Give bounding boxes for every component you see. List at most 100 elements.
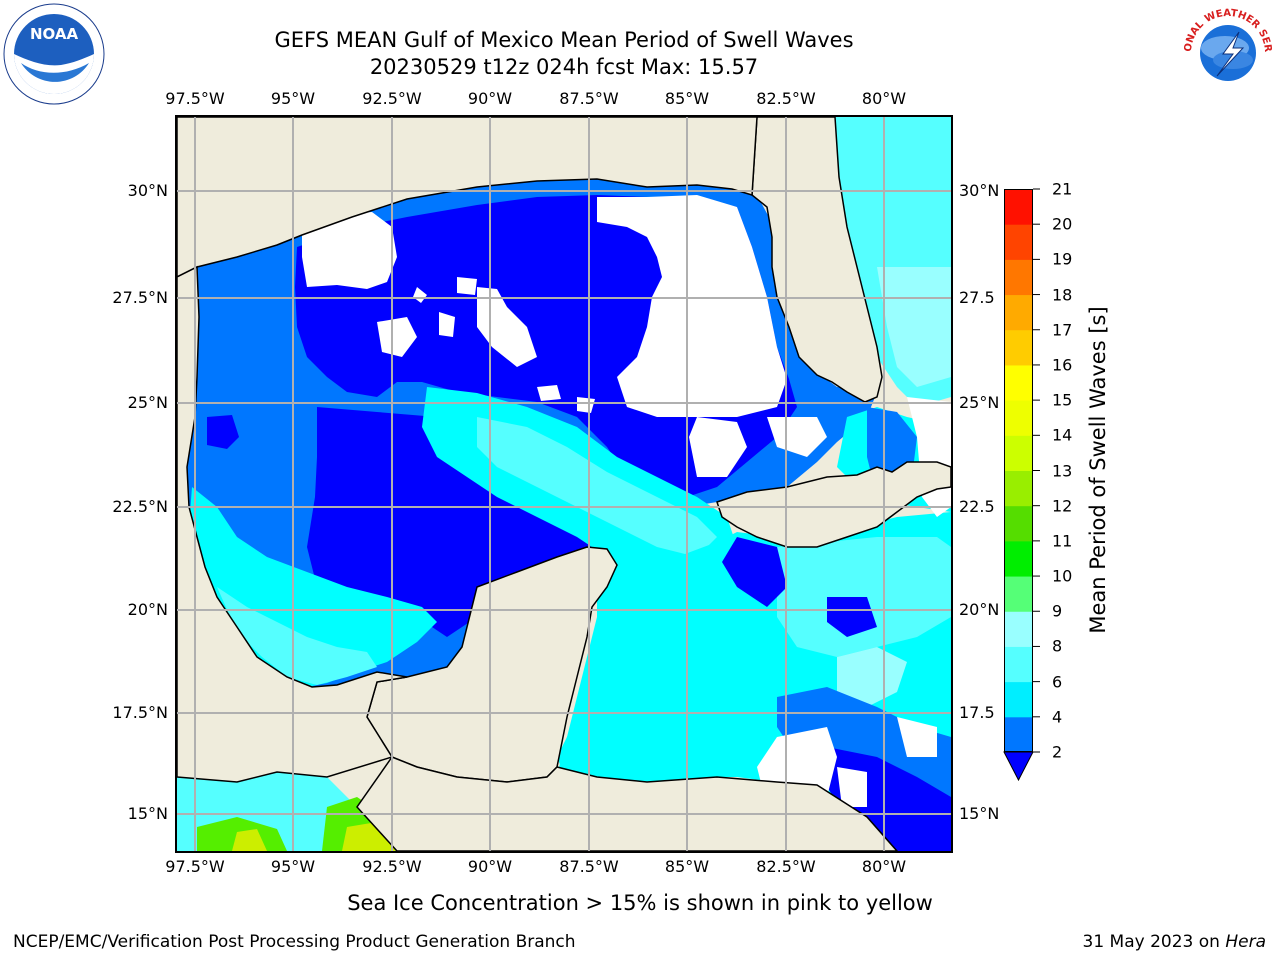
colorbar-swatch <box>1004 611 1033 647</box>
no-data-block <box>302 212 397 289</box>
lon-tick-bottom: 90°W <box>467 857 513 876</box>
map-panel <box>175 115 953 853</box>
colorbar-extend-triangle <box>1003 751 1034 782</box>
colorbar-tick-label: 10 <box>1052 566 1073 586</box>
colorbar-tick-label: 4 <box>1052 707 1063 727</box>
colorbar-swatch <box>1004 224 1033 260</box>
lon-tick-top: 80°W <box>861 89 907 108</box>
colorbar-swatch <box>1004 505 1033 542</box>
lat-tick-left: 17.5°N <box>112 703 168 722</box>
lon-tick-bottom: 87.5°W <box>559 857 619 876</box>
colorbar-swatch <box>1004 435 1033 471</box>
footer-machine: Hera <box>1225 932 1266 952</box>
colorbar-swatch <box>1004 294 1033 331</box>
colorbar-tick-label: 8 <box>1052 636 1063 656</box>
colorbar <box>1003 188 1040 782</box>
lon-tick-top: 87.5°W <box>559 89 619 108</box>
lat-tick-right: 27.5 <box>959 288 995 307</box>
lon-tick-bottom: 85°W <box>664 857 710 876</box>
lat-tick-right: 15°N <box>959 804 1000 823</box>
colorbar-tick-label: 15 <box>1052 390 1073 410</box>
lat-tick-left: 20°N <box>127 600 168 619</box>
lon-tick-bottom: 80°W <box>861 857 907 876</box>
lon-tick-top: 95°W <box>270 89 316 108</box>
lon-tick-top: 82.5°W <box>756 89 816 108</box>
noaa-logo: NOAA <box>3 3 105 105</box>
caribbean-water-pale <box>837 647 907 707</box>
colorbar-label: Mean Period of Swell Waves [s] <box>1086 306 1110 634</box>
colorbar-swatch <box>1004 259 1033 296</box>
no-data-block <box>377 317 417 357</box>
colorbar-tick-label: 21 <box>1052 179 1073 199</box>
footer-date: 31 May 2023 on Hera <box>1083 932 1267 952</box>
colorbar-outline <box>1004 189 1033 752</box>
colorbar-swatch <box>1004 189 1033 225</box>
colorbar-swatch <box>1004 681 1033 718</box>
pacific-water-yellow <box>342 822 397 851</box>
cuba-land <box>716 461 951 548</box>
pacific-water-yellow <box>232 829 267 851</box>
footer-date-text: 31 May 2023 on <box>1082 932 1226 952</box>
lat-tick-right: 25°N <box>959 393 1000 412</box>
lat-tick-left: 22.5°N <box>112 497 168 516</box>
west-coast-light-cyan <box>217 587 377 685</box>
no-data-block <box>695 265 707 282</box>
lon-tick-bottom: 92.5°W <box>362 857 422 876</box>
loop-current-light <box>477 417 717 557</box>
gulf-water-dark-blue <box>207 415 239 449</box>
colorbar-tick-label: 16 <box>1052 355 1073 375</box>
map-canvas <box>177 117 951 851</box>
colorbar-tick-label: 13 <box>1052 461 1073 480</box>
colorbar-tick-label: 12 <box>1052 496 1073 516</box>
no-data-areas <box>302 195 951 817</box>
lat-tick-right: 17.5 <box>959 703 995 722</box>
lat-tick-left: 25°N <box>127 393 168 412</box>
colorbar-tick-label: 19 <box>1052 249 1073 269</box>
lat-tick-right: 22.5 <box>959 497 995 516</box>
colorbar-tick-label: 18 <box>1052 285 1073 305</box>
florida-land <box>751 117 883 403</box>
colorbar-swatch <box>1004 576 1033 612</box>
lat-tick-right: 30°N <box>959 181 1000 200</box>
no-data-block <box>689 417 747 477</box>
chart-title: GEFS MEAN Gulf of Mexico Mean Period of … <box>274 28 854 52</box>
caribbean-water-dark <box>827 597 877 637</box>
lat-tick-left: 30°N <box>127 181 168 200</box>
lat-tick-right: 20°N <box>959 600 1000 619</box>
svg-text:NOAA: NOAA <box>30 25 79 43</box>
colorbar-tick-label: 14 <box>1052 425 1073 445</box>
colorbar-swatch <box>1004 540 1033 577</box>
no-data-block <box>439 312 455 337</box>
colorbar-swatch <box>1004 716 1033 753</box>
colorbar-tick-label: 6 <box>1052 672 1063 692</box>
no-data-block <box>767 417 827 457</box>
lon-tick-bottom: 82.5°W <box>756 857 816 876</box>
lon-tick-top: 90°W <box>467 89 513 108</box>
colorbar-tick-label: 11 <box>1052 531 1073 551</box>
nws-logo: NATIONAL WEATHER SERVICE <box>1173 0 1279 104</box>
no-data-block <box>837 767 867 807</box>
no-data-block <box>597 195 787 417</box>
no-data-block <box>457 277 477 295</box>
colorbar-tick-label: 9 <box>1052 601 1063 621</box>
colorbar-swatch <box>1004 400 1033 436</box>
chart-subtitle: 20230529 t12z 024h fcst Max: 15.57 <box>369 55 759 79</box>
no-data-block <box>897 717 937 757</box>
colorbar-swatch <box>1004 329 1033 366</box>
colorbar-swatch <box>1004 364 1033 401</box>
colorbar-scale <box>1003 188 1040 782</box>
lat-tick-left: 15°N <box>127 804 168 823</box>
lon-tick-top: 92.5°W <box>362 89 422 108</box>
footer-branch: NCEP/EMC/Verification Post Processing Pr… <box>13 932 576 952</box>
lon-tick-top: 85°W <box>664 89 710 108</box>
no-data-block <box>577 397 595 413</box>
colorbar-tick-label: 2 <box>1052 742 1063 762</box>
colorbar-swatch <box>1004 470 1033 507</box>
colorbar-swatch <box>1004 646 1033 683</box>
sea-ice-note: Sea Ice Concentration > 15% is shown in … <box>347 891 933 915</box>
lon-tick-bottom: 97.5°W <box>165 857 225 876</box>
graticule <box>177 117 951 851</box>
lat-tick-left: 27.5°N <box>112 288 168 307</box>
lon-tick-top: 97.5°W <box>165 89 225 108</box>
caribbean-water-dark <box>722 537 787 607</box>
